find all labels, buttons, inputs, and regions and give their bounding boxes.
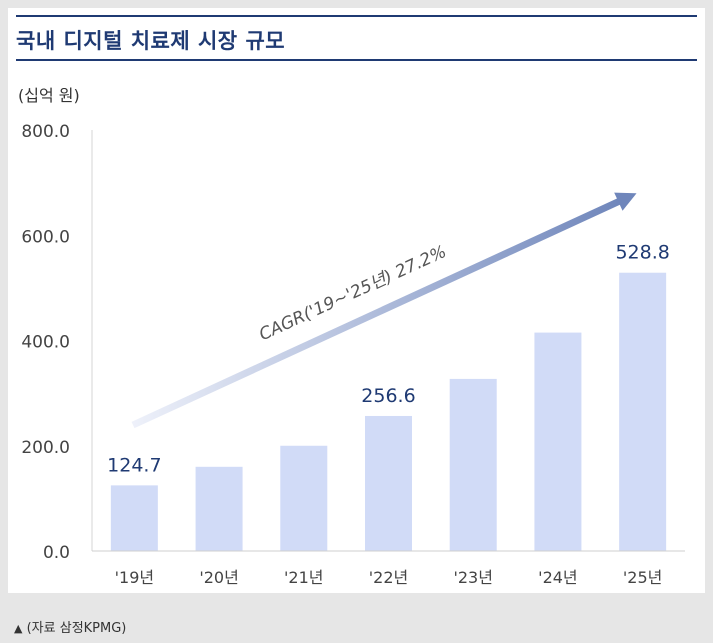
title-rule-bottom [16, 59, 697, 61]
data-label: 528.8 [615, 242, 669, 264]
cagr-arrow-line [131, 196, 624, 429]
x-tick-label: '24년 [538, 568, 577, 587]
y-tick-label: 800.0 [21, 122, 70, 142]
data-labels: 124.7 256.6 528.8 [107, 242, 670, 477]
x-tick-label: '19년 [115, 568, 154, 587]
x-tick-label: '21년 [284, 568, 323, 587]
x-tick-label: '25년 [623, 568, 662, 587]
unit-label: (십억 원) [18, 86, 80, 105]
x-axis: '19년 '20년 '21년 '22년 '23년 '24년 '25년 [92, 550, 685, 587]
x-tick-label: '23년 [453, 568, 492, 587]
y-tick-label: 200.0 [21, 438, 70, 458]
data-label: 124.7 [107, 454, 161, 476]
bar [280, 445, 328, 551]
x-tick-label: '22년 [369, 568, 408, 587]
bar [534, 332, 582, 551]
y-axis: 0.0 200.0 400.0 600.0 800.0 [21, 122, 93, 563]
bar-chart: 0.0 200.0 400.0 600.0 800.0 '19년 '20년 '21년 '22년… [21, 122, 685, 587]
y-tick-label: 400.0 [21, 333, 70, 353]
x-tick-label: '20년 [199, 568, 238, 587]
triangle-icon: ▲ [14, 622, 23, 635]
y-tick-label: 0.0 [43, 543, 70, 563]
data-label: 256.6 [361, 385, 415, 407]
arrow-head-icon [614, 192, 637, 211]
bar [619, 272, 667, 551]
bar [365, 415, 412, 551]
chart-title: 국내 디지털 치료제 시장 규모 [16, 29, 286, 53]
title-rule-top [16, 15, 697, 17]
y-tick-label: 600.0 [21, 227, 70, 247]
bars [110, 272, 667, 551]
source-text: (자료 삼정KPMG) [26, 621, 127, 636]
bar [110, 485, 158, 551]
bar [195, 466, 243, 551]
bar [449, 378, 497, 551]
source-caption: ▲ (자료 삼정KPMG) [14, 617, 126, 636]
